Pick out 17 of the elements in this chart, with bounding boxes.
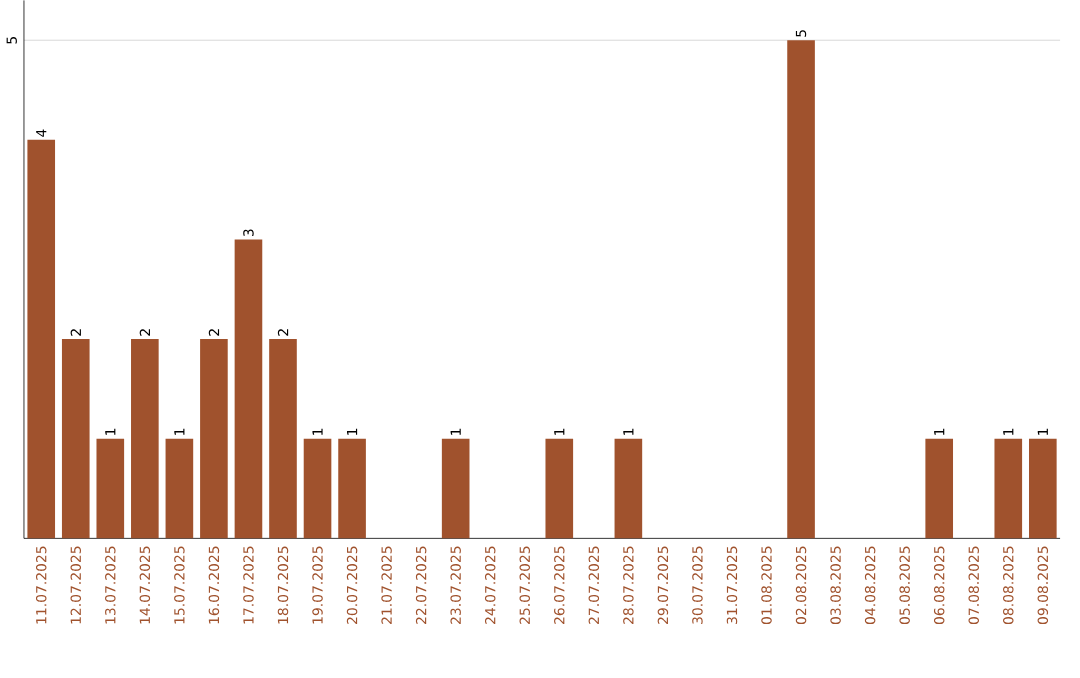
bar xyxy=(200,339,228,539)
bar xyxy=(994,438,1023,539)
bar xyxy=(61,339,90,539)
bar xyxy=(269,339,297,539)
bar xyxy=(303,438,332,539)
bar xyxy=(441,438,470,539)
bar xyxy=(545,438,574,539)
bar xyxy=(787,40,815,539)
bar xyxy=(165,438,194,539)
bar xyxy=(96,438,125,539)
bar xyxy=(614,438,643,539)
bar xyxy=(27,139,56,539)
bar xyxy=(338,438,366,539)
bar xyxy=(1029,438,1057,539)
bar xyxy=(234,239,263,539)
bar xyxy=(925,438,954,539)
bar xyxy=(131,339,159,539)
